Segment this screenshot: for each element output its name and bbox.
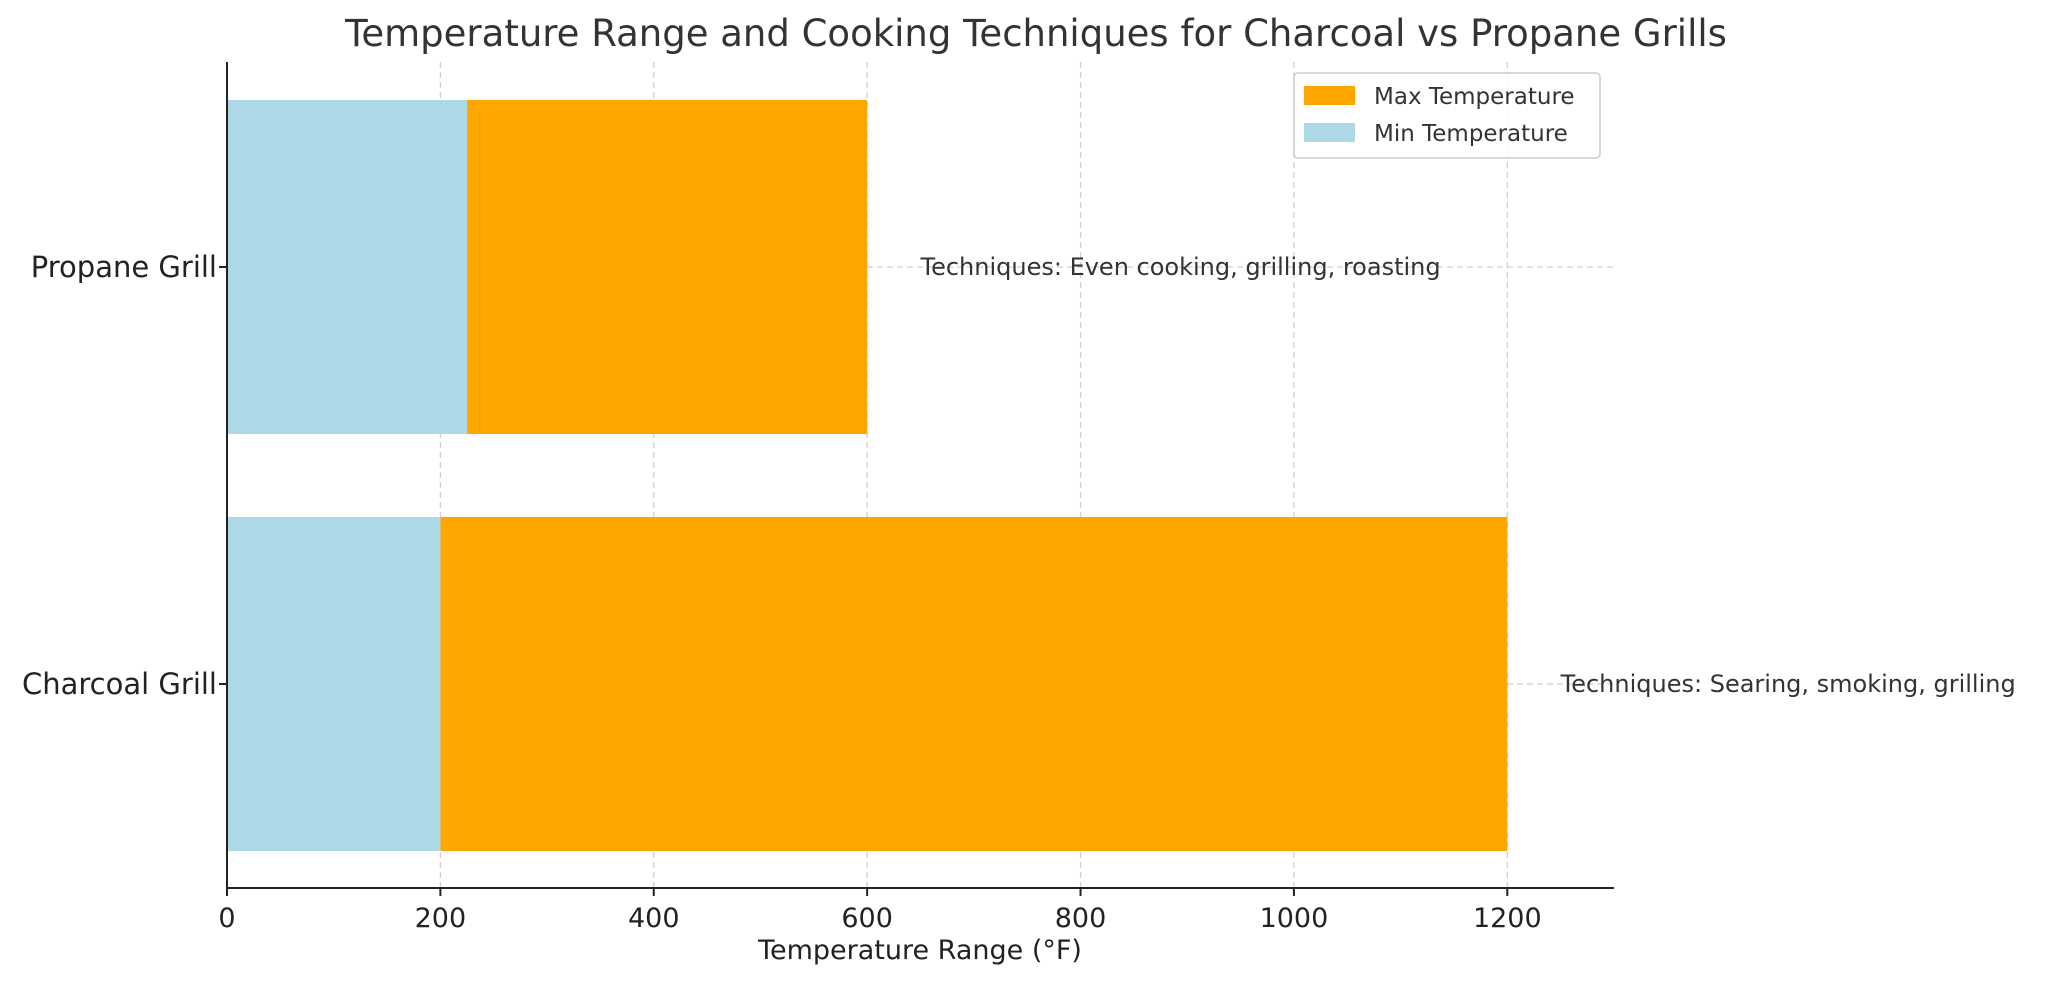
x-tick-label: 400: [628, 903, 680, 934]
x-axis-label: Temperature Range (°F): [757, 935, 1082, 966]
bars: [227, 100, 1508, 851]
x-tick-label: 0: [218, 903, 235, 934]
legend-label: Max Temperature: [1374, 84, 1575, 110]
legend-frame: [1293, 72, 1601, 159]
axes: [226, 62, 1614, 889]
legend-swatch: [1304, 86, 1355, 105]
legend-swatch: [1304, 123, 1355, 142]
tick-labels: 0 200 400 600 800 1000 1200 Charcoal Grill Propa…: [22, 250, 1542, 934]
x-tick-label: 1200: [1473, 903, 1542, 934]
x-tick-label: 200: [415, 903, 467, 934]
bar-min-temperature: [227, 100, 468, 434]
legend-label: Min Temperature: [1374, 121, 1568, 147]
y-tick-label: Propane Grill: [31, 250, 217, 284]
chart-title: Temperature Range and Cooking Techniques…: [344, 12, 1727, 55]
technique-annotation: Techniques: Searing, smoking, grilling: [1560, 670, 2016, 698]
y-tick-label: Charcoal Grill: [22, 667, 217, 701]
annotations: Techniques: Searing, smoking, grilling Te…: [920, 253, 2016, 698]
bar-max-temperature: [467, 100, 868, 434]
x-tick-label: 800: [1055, 903, 1107, 934]
x-tick-label: 1000: [1260, 903, 1329, 934]
bar-min-temperature: [227, 517, 441, 851]
bar-max-temperature: [440, 517, 1508, 851]
x-tick-label: 600: [841, 903, 893, 934]
legend: Max Temperature Min Temperature: [1293, 72, 1601, 159]
technique-annotation: Techniques: Even cooking, grilling, roas…: [920, 253, 1441, 281]
